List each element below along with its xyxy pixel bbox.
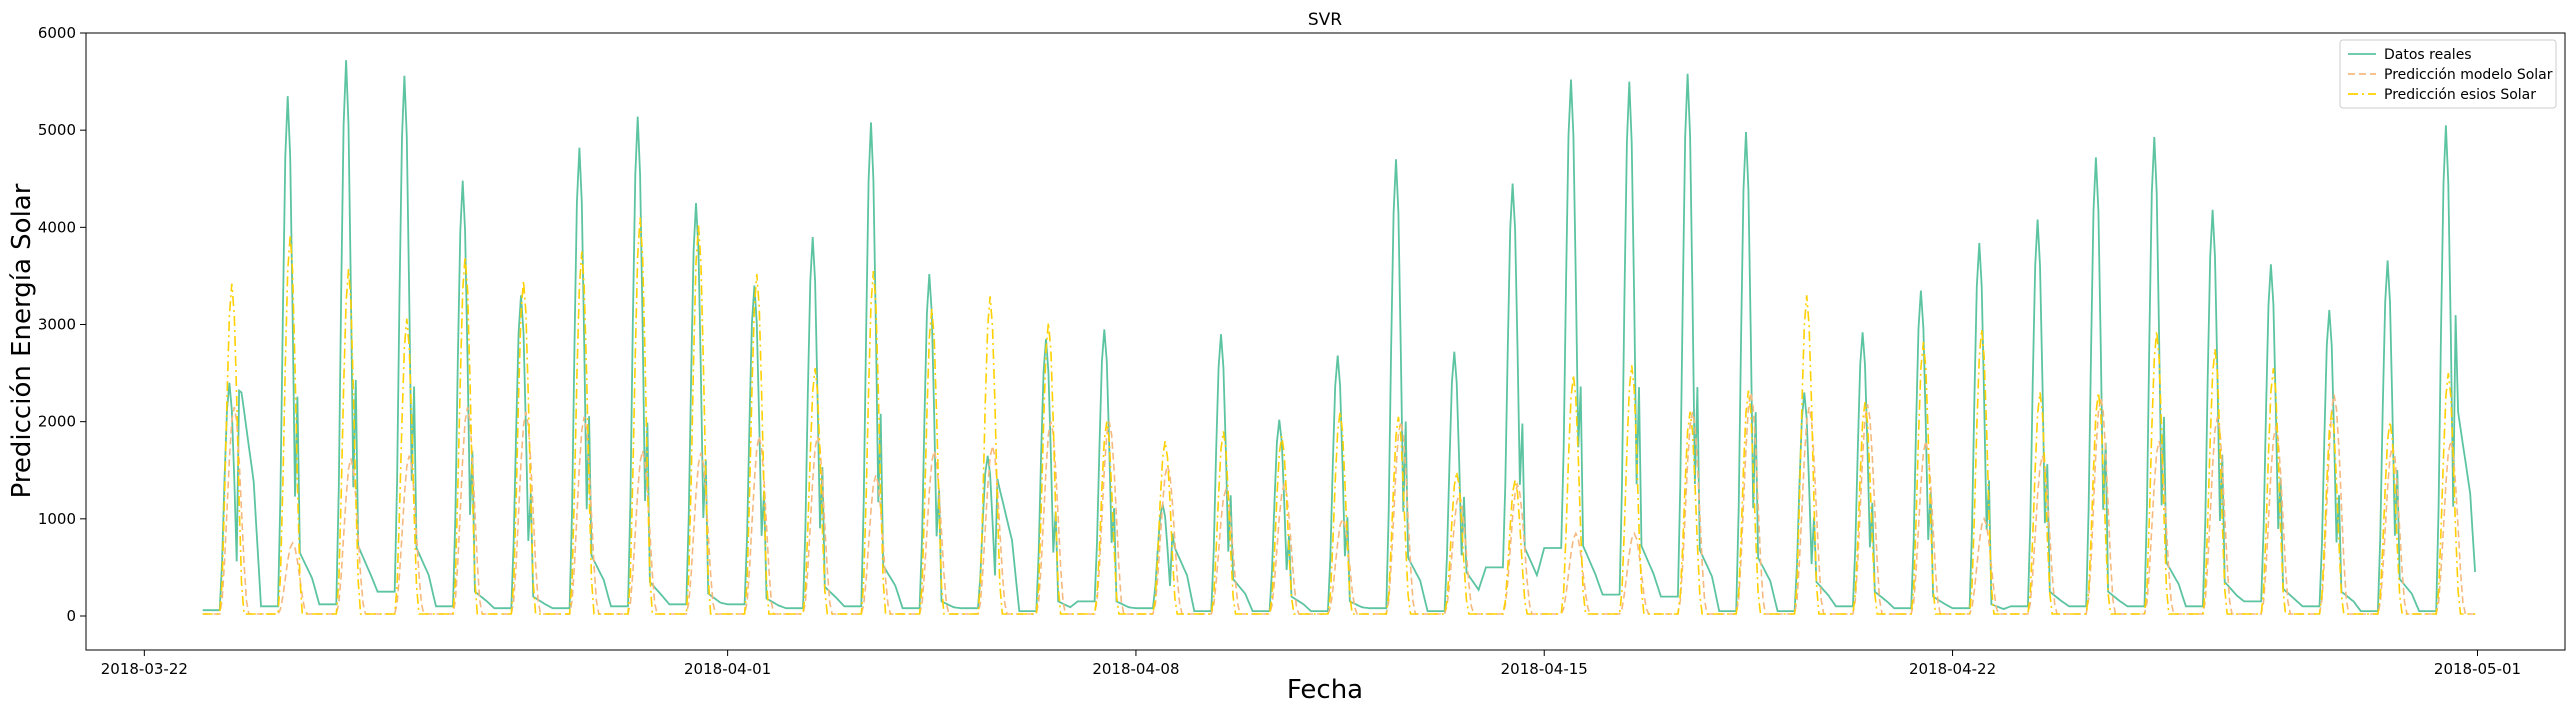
series-line-1 (202, 60, 2476, 612)
legend-label: Predicción modelo Solar (2384, 67, 2553, 83)
legend: Datos reales Predicción modelo Solar Predi… (2339, 39, 2557, 109)
axis-layer: 2018-03-22 2018-04-01 2018-04-08 2018-04-15… (38, 24, 2521, 678)
y-tick-label: 1000 (38, 510, 76, 528)
y-axis-label: Predicción Energía Solar (7, 183, 37, 498)
y-tick-label: 4000 (38, 218, 76, 236)
plot-frame (85, 32, 2566, 651)
legend-label: Predicción esios Solar (2384, 87, 2536, 103)
y-tick-label: 5000 (38, 121, 76, 139)
y-tick-label: 0 (66, 607, 76, 625)
x-tick-label: 2018-04-01 (684, 660, 771, 678)
x-tick-label: 2018-04-08 (1092, 660, 1179, 678)
y-tick-label: 3000 (38, 315, 76, 333)
x-tick-label: 2018-04-15 (1501, 660, 1588, 678)
x-tick-label: 2018-05-01 (2434, 660, 2521, 678)
chart-title: SVR (1308, 10, 1342, 30)
series-layer (202, 60, 2476, 615)
y-tick-label: 2000 (38, 413, 76, 431)
series-line-2 (202, 392, 2476, 615)
legend-label: Datos reales (2384, 47, 2472, 63)
y-tick-label: 6000 (38, 24, 76, 42)
x-tick-label: 2018-03-22 (101, 660, 188, 678)
legend-box (2339, 39, 2557, 109)
series-line-3 (202, 217, 2476, 615)
x-axis-label: Fecha (1287, 675, 1363, 705)
x-tick-label: 2018-04-22 (1909, 660, 1996, 678)
